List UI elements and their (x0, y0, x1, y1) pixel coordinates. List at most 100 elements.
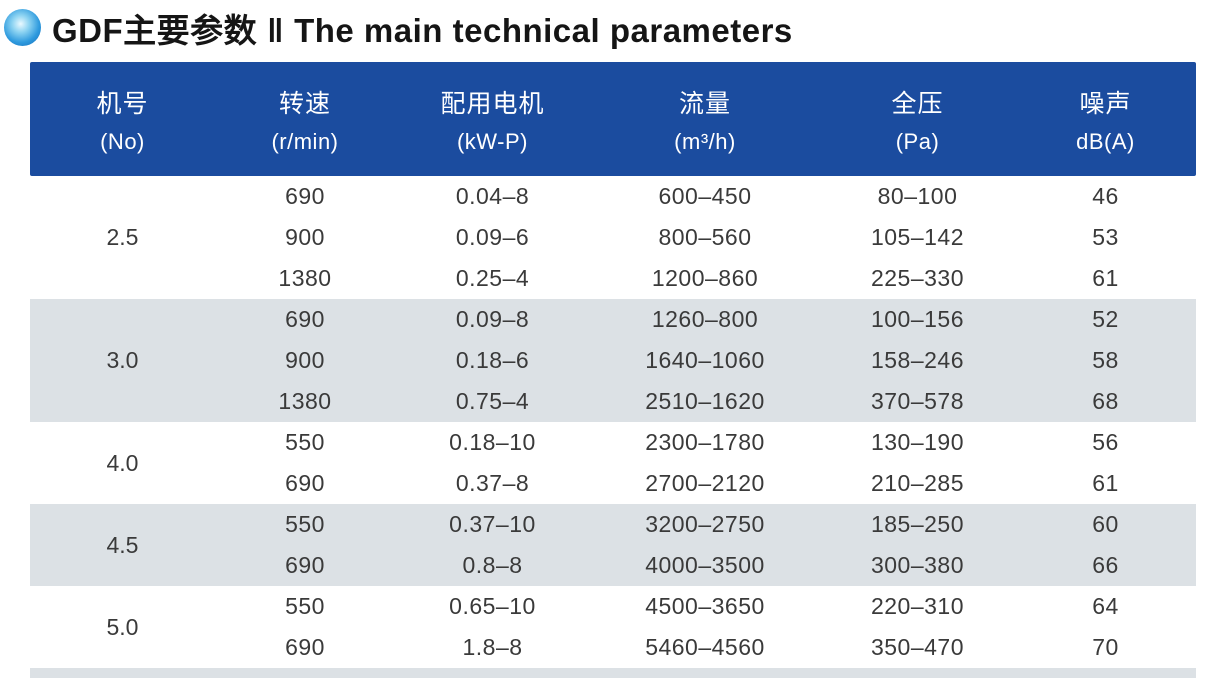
table-cell: 210–285 (870, 470, 965, 496)
page-title-zh: GDF主要参数 (52, 12, 258, 49)
table-cell: 61 (1092, 265, 1119, 291)
table-cell: 1640–1060 (645, 347, 765, 373)
col-header-speed-label: 转速 (278, 89, 331, 118)
col-header-motor: 配用电机 (kW-P) (395, 62, 590, 176)
row-group-3.0: 3.0 690 0.09–8 1260–800 100–156 52 900 0.18–6 16… (30, 299, 1196, 422)
row-group-4.0: 4.0 550 0.18–10 2300–1780 130–190 56 690 0.37–8… (30, 422, 1196, 504)
table-cell: 0.18–6 (455, 347, 530, 373)
table-cell: 56 (1092, 429, 1119, 455)
table-cell: 225–330 (870, 265, 965, 291)
table-cell: 370–578 (870, 388, 965, 414)
table-cell: 0.04–8 (455, 183, 530, 209)
table-header-row: 机号 (No) 转速 (r/min) 配用电机 (kW-P) 流量 (m³/h)… (30, 62, 1196, 176)
bullet-icon (4, 9, 41, 46)
table-cell: 64 (1092, 593, 1119, 619)
table-cell: 60 (1092, 511, 1119, 537)
table-cell: 800–560 (658, 224, 752, 250)
col-header-no-label: 机号 (96, 89, 149, 118)
page-title: GDF主要参数 ‖ The main technical parameters (52, 4, 793, 52)
table-cell: 0.37–8 (455, 470, 530, 496)
table-cell: 0.8–8 (462, 552, 523, 578)
table-cell: 1200–860 (651, 265, 759, 291)
table-cell: 0.09–6 (455, 224, 530, 250)
table-cell: 100–156 (870, 306, 965, 332)
table-body: 2.5 690 0.04–8 600–450 80–100 46 900 0.09–6 800–… (30, 176, 1196, 668)
table-row: 690 0.37–8 2700–2120 210–285 61 (215, 463, 1196, 504)
group-no: 5.0 (106, 613, 139, 640)
parameters-table: 机号 (No) 转速 (r/min) 配用电机 (kW-P) 流量 (m³/h)… (30, 62, 1196, 678)
table-cell: 0.75–4 (455, 388, 530, 414)
table-cell: 68 (1092, 388, 1119, 414)
table-cell: 70 (1092, 634, 1119, 660)
col-header-no: 机号 (No) (30, 62, 215, 176)
group-no: 4.0 (106, 449, 139, 476)
table-cell: 66 (1092, 552, 1119, 578)
table-row: 690 0.8–8 4000–3500 300–380 66 (215, 545, 1196, 586)
table-row: 1380 0.25–4 1200–860 225–330 61 (215, 258, 1196, 299)
table-cell: 600–450 (658, 183, 752, 209)
table-cell: 1260–800 (651, 306, 759, 332)
table-cell: 900 (285, 224, 325, 250)
col-header-noise-label: 噪声 (1079, 89, 1132, 118)
col-header-flow-label: 流量 (678, 89, 731, 118)
table-cell: 52 (1092, 306, 1119, 332)
col-header-speed-unit: (r/min) (271, 128, 339, 154)
table-row: 900 0.18–6 1640–1060 158–246 58 (215, 340, 1196, 381)
table-cell: 690 (285, 306, 325, 332)
table-cell: 80–100 (877, 183, 958, 209)
table-row: 550 0.65–10 4500–3650 220–310 64 (215, 586, 1196, 627)
table-row: 550 0.18–10 2300–1780 130–190 56 (215, 422, 1196, 463)
col-header-speed: 转速 (r/min) (215, 62, 395, 176)
table-cell: 2700–2120 (645, 470, 765, 496)
title-separator: ‖ (267, 12, 285, 49)
table-row: 1380 0.75–4 2510–1620 370–578 68 (215, 381, 1196, 422)
table-cell: 61 (1092, 470, 1119, 496)
table-cell: 53 (1092, 224, 1119, 250)
table-cell: 300–380 (870, 552, 965, 578)
col-header-pressure-label: 全压 (891, 89, 944, 118)
table-cell: 690 (285, 183, 325, 209)
page-header: GDF主要参数 ‖ The main technical parameters (0, 0, 1230, 56)
partial-next-group-strip (30, 668, 1196, 678)
table-cell: 4000–3500 (645, 552, 765, 578)
table-cell: 0.25–4 (455, 265, 530, 291)
table-row: 690 1.8–8 5460–4560 350–470 70 (215, 627, 1196, 668)
group-no: 3.0 (106, 347, 139, 373)
page-title-en: The main technical parameters (294, 12, 793, 49)
table-row: 900 0.09–6 800–560 105–142 53 (215, 217, 1196, 258)
table-cell: 1.8–8 (462, 634, 523, 660)
table-cell: 1380 (278, 265, 332, 291)
table-cell: 185–250 (870, 511, 965, 537)
col-header-no-unit: (No) (100, 128, 145, 154)
col-header-noise: 噪声 dB(A) (1015, 62, 1196, 176)
group-no: 2.5 (106, 224, 139, 250)
table-cell: 550 (285, 511, 325, 537)
table-cell: 1380 (278, 388, 332, 414)
table-cell: 0.37–10 (449, 511, 536, 537)
table-cell: 0.09–8 (455, 306, 530, 332)
table-cell: 550 (285, 593, 325, 619)
table-row: 690 0.09–8 1260–800 100–156 52 (215, 299, 1196, 340)
table-cell: 0.18–10 (449, 429, 536, 455)
table-cell: 550 (285, 429, 325, 455)
table-cell: 690 (285, 470, 325, 496)
table-cell: 158–246 (870, 347, 965, 373)
col-header-motor-label: 配用电机 (440, 89, 545, 118)
table-cell: 690 (285, 634, 325, 660)
table-cell: 900 (285, 347, 325, 373)
table-cell: 4500–3650 (645, 593, 765, 619)
table-row: 550 0.37–10 3200–2750 185–250 60 (215, 504, 1196, 545)
table-cell: 58 (1092, 347, 1119, 373)
table-cell: 105–142 (870, 224, 965, 250)
table-cell: 690 (285, 552, 325, 578)
table-cell: 2510–1620 (645, 388, 765, 414)
table-cell: 5460–4560 (645, 634, 765, 660)
col-header-pressure: 全压 (Pa) (820, 62, 1015, 176)
col-header-flow: 流量 (m³/h) (590, 62, 820, 176)
group-no: 4.5 (106, 531, 139, 558)
table-cell: 130–190 (870, 429, 965, 455)
row-group-4.5: 4.5 550 0.37–10 3200–2750 185–250 60 690 0.8–8 4… (30, 504, 1196, 586)
table-cell: 46 (1092, 183, 1119, 209)
table-cell: 220–310 (870, 593, 965, 619)
col-header-motor-unit: (kW-P) (456, 128, 529, 154)
